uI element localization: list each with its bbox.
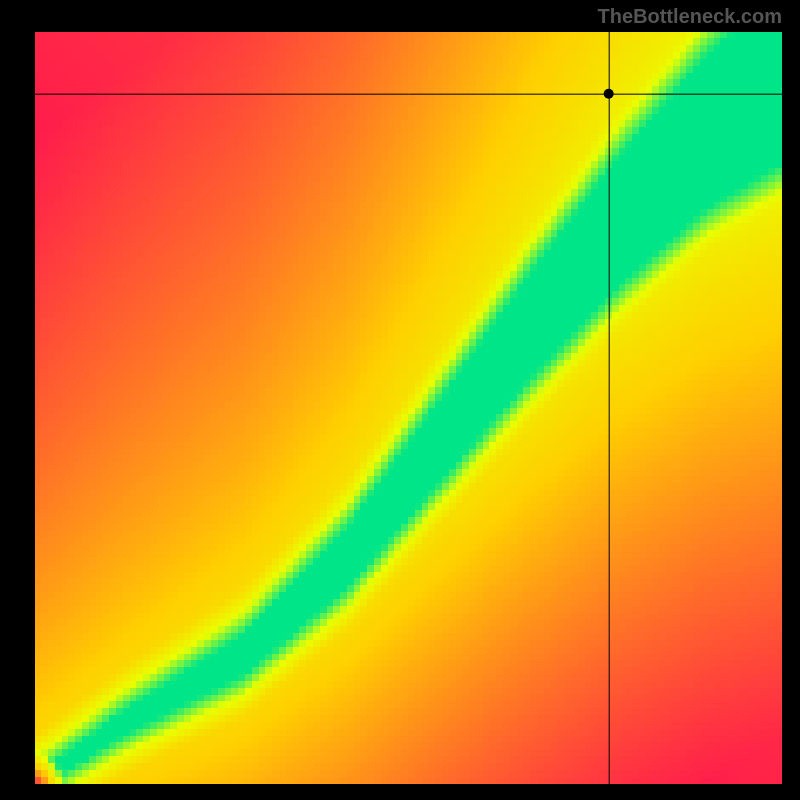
heatmap-plot <box>35 32 782 784</box>
figure-container: TheBottleneck.com <box>0 0 800 800</box>
watermark-text: TheBottleneck.com <box>598 6 782 29</box>
heatmap-canvas <box>35 32 782 784</box>
